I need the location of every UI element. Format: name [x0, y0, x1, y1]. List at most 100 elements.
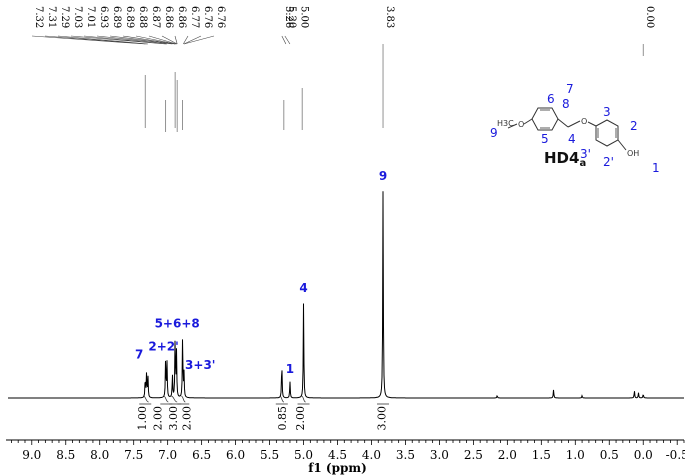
x-tick-label: 4.0 — [362, 448, 381, 462]
x-tick-label: 6.0 — [226, 448, 245, 462]
leader-line — [70, 35, 166, 45]
leader-line — [83, 35, 168, 45]
peak-value-label: 6.76 — [215, 6, 226, 28]
assignment-label: 5+6+8 — [155, 316, 200, 330]
integral-curve — [301, 395, 306, 403]
structure-number-3-prime: 3' — [580, 147, 591, 161]
structure-number-9: 9 — [490, 126, 498, 140]
assignment-label: 1 — [286, 362, 294, 376]
x-tick-label: 6.5 — [192, 448, 211, 462]
peak-value-label: 6.89 — [124, 6, 135, 28]
integral-value: 3.00 — [376, 406, 389, 431]
peak-value-label: 7.03 — [72, 6, 83, 28]
hydroxyl-label: OH — [627, 149, 639, 158]
bond-line — [617, 139, 627, 151]
integral-curve — [143, 395, 149, 403]
structure-number-2: 2 — [630, 119, 638, 133]
x-tick-label: 7.0 — [158, 448, 177, 462]
bond-line — [523, 118, 533, 125]
x-tick-label: 3.5 — [396, 448, 415, 462]
leader-line — [57, 35, 148, 45]
peak-value-label: 5.26 — [283, 6, 294, 28]
x-tick-label: 7.5 — [124, 448, 143, 462]
assignment-label: 9 — [379, 169, 387, 183]
assignment-label: 4 — [299, 281, 307, 295]
x-axis-label: f1 (ppm) — [308, 461, 367, 475]
leader-line — [109, 35, 176, 45]
x-tick-label: 1.5 — [532, 448, 551, 462]
leader-line — [183, 35, 189, 45]
spectrum-trace-layer — [8, 191, 684, 399]
benzene-ring-right — [595, 119, 619, 147]
x-tick-label: 5.5 — [260, 448, 279, 462]
chemical-structure: 9 H3C O 6 7 8 5 4 O OH 3 2 3' 2' 1 HD4a — [490, 82, 660, 175]
x-axis: 9.0 8.5 8.0 7.5 7.0 6.5 6.0 5.5 5.0 4.5 4.0 3.5 3.0 2… — [6, 439, 685, 475]
methoxy-oxygen-label: O — [518, 120, 524, 129]
peak-value-label: 6.76 — [202, 6, 213, 28]
structure-number-7: 7 — [566, 82, 574, 96]
x-tick-label: 5.0 — [294, 448, 313, 462]
assignment-label: 3+3' — [185, 358, 215, 372]
x-tick-label: 0.5 — [600, 448, 619, 462]
structure-number-6: 6 — [547, 92, 555, 106]
methyl-atom-label: H3C — [497, 119, 514, 128]
x-tick-label: 8.5 — [56, 448, 75, 462]
peak-label-layer: 7.32 7.31 7.29 7.03 7.01 6.93 6.89 6.89 6.88 6.87… — [31, 6, 655, 45]
peak-value-label: 5.20 — [286, 6, 297, 28]
x-tick-label: 9.0 — [22, 448, 41, 462]
bond-line — [567, 120, 581, 128]
leader-line — [284, 35, 291, 45]
peak-value-label: 6.89 — [111, 6, 122, 28]
peak-value-label: 7.32 — [33, 6, 44, 28]
peak-value-label: 3.83 — [384, 6, 395, 28]
integral-value: 0.85 — [276, 406, 289, 431]
compound-label: HD4a — [544, 149, 586, 169]
integral-value: 1.00 — [136, 406, 149, 431]
peak-value-label: 7.29 — [59, 6, 70, 28]
structure-number-2-prime: 2' — [603, 155, 614, 169]
leader-line — [122, 35, 176, 45]
leader-line — [281, 35, 287, 45]
x-tick-label: 1.0 — [566, 448, 585, 462]
structure-number-4: 4 — [568, 132, 576, 146]
x-tick-label: -0.5 — [666, 448, 685, 462]
bond-line — [587, 121, 597, 127]
bond-line — [507, 123, 518, 129]
integral-value: 2.00 — [181, 406, 194, 431]
leader-line — [183, 35, 202, 45]
peak-value-label: 6.77 — [189, 6, 200, 28]
peak-value-label: 6.93 — [98, 6, 109, 28]
leader-line — [161, 35, 178, 45]
integral-value: 2.00 — [151, 406, 164, 431]
structure-number-5: 5 — [541, 132, 549, 146]
peak-value-label: 7.31 — [46, 6, 57, 28]
peak-value-label: 6.88 — [137, 6, 148, 28]
structure-number-8: 8 — [562, 97, 570, 111]
x-tick-label: 2.5 — [464, 448, 483, 462]
x-tick-label: 2.0 — [498, 448, 517, 462]
integral-curve — [163, 395, 169, 403]
benzene-ring-left — [531, 107, 559, 131]
assignment-label: 7 — [135, 348, 143, 362]
integral-value: 2.00 — [294, 406, 307, 431]
x-tick-label: 8.0 — [90, 448, 109, 462]
ether-oxygen-label: O — [581, 117, 587, 126]
spectrum-trace — [8, 191, 684, 399]
assignment-label: 2+2' — [148, 339, 178, 353]
x-tick-label: 3.0 — [430, 448, 449, 462]
peak-value-label: 7.01 — [85, 6, 96, 28]
peak-value-label: 6.86 — [176, 6, 187, 28]
structure-number-1: 1 — [652, 161, 660, 175]
peak-vertical-lines — [144, 44, 644, 132]
bond-line — [557, 118, 569, 128]
peak-value-label: 0.00 — [644, 6, 655, 28]
assignment-labels: 7 2+2' 5+6+8 3+3' 1 4 9 — [135, 169, 387, 376]
leader-line — [135, 35, 176, 45]
peak-value-label: 6.87 — [150, 6, 161, 28]
peak-value-label: 6.86 — [163, 6, 174, 28]
integral-value: 3.00 — [167, 406, 180, 431]
leader-line — [148, 35, 177, 45]
integral-curve — [181, 395, 186, 403]
leader-line — [183, 35, 215, 45]
